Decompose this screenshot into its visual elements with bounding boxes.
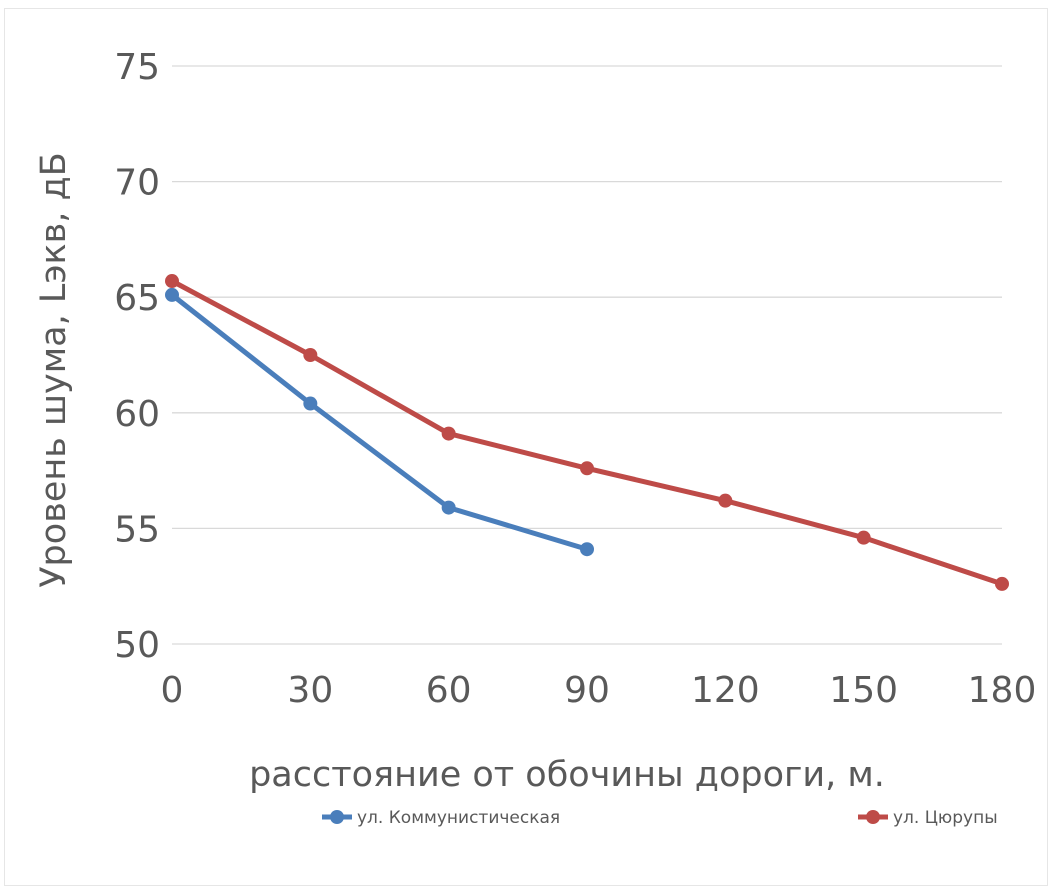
x-tick-label: 60: [426, 670, 472, 711]
y-tick-label: 70: [114, 163, 160, 204]
data-point: [856, 530, 871, 545]
data-point: [718, 493, 733, 508]
y-tick-label: 50: [114, 625, 160, 666]
legend: ул. Коммунистическая ул. Цюрупы: [322, 808, 998, 828]
gridlines: [172, 65, 1002, 645]
legend-marker: [866, 810, 880, 824]
series-line: [169, 292, 590, 552]
data-point: [303, 396, 318, 411]
x-tick-label: 90: [564, 670, 610, 711]
x-axis-title: расстояние от обочины дороги, м.: [249, 755, 885, 795]
x-axis-ticks: 0 30 60 90 120 150 180: [161, 670, 1037, 711]
data-point: [441, 426, 456, 441]
x-tick-label: 150: [829, 670, 898, 711]
x-tick-label: 30: [287, 670, 333, 711]
data-point: [165, 274, 179, 289]
x-tick-label: 180: [968, 670, 1037, 711]
x-tick-label: 0: [161, 670, 184, 711]
legend-item: ул. Цюрупы: [858, 808, 998, 828]
legend-label: ул. Цюрупы: [893, 808, 998, 828]
y-axis-ticks: 50 55 60 65 70 75: [114, 47, 160, 666]
y-tick-label: 65: [114, 278, 160, 319]
chart-frame: [4, 8, 1048, 886]
data-point: [580, 461, 594, 476]
series-2: [165, 274, 1009, 591]
data-point: [580, 542, 594, 557]
data-point: [165, 287, 179, 302]
data-point: [995, 576, 1009, 591]
y-tick-label: 55: [114, 509, 160, 550]
data-point: [441, 500, 456, 515]
series-group: [165, 274, 1009, 591]
legend-item: ул. Коммунистическая: [322, 808, 560, 828]
y-tick-label: 60: [114, 394, 160, 435]
y-tick-label: 75: [114, 47, 160, 88]
x-tick-label: 120: [691, 670, 760, 711]
data-point: [303, 348, 318, 362]
legend-marker: [330, 810, 344, 824]
series-1: [165, 287, 594, 557]
series-line: [169, 278, 1005, 587]
legend-label: ул. Коммунистическая: [357, 808, 560, 828]
y-axis-title: Уровень шума, Lэкв, дБ: [34, 152, 74, 588]
